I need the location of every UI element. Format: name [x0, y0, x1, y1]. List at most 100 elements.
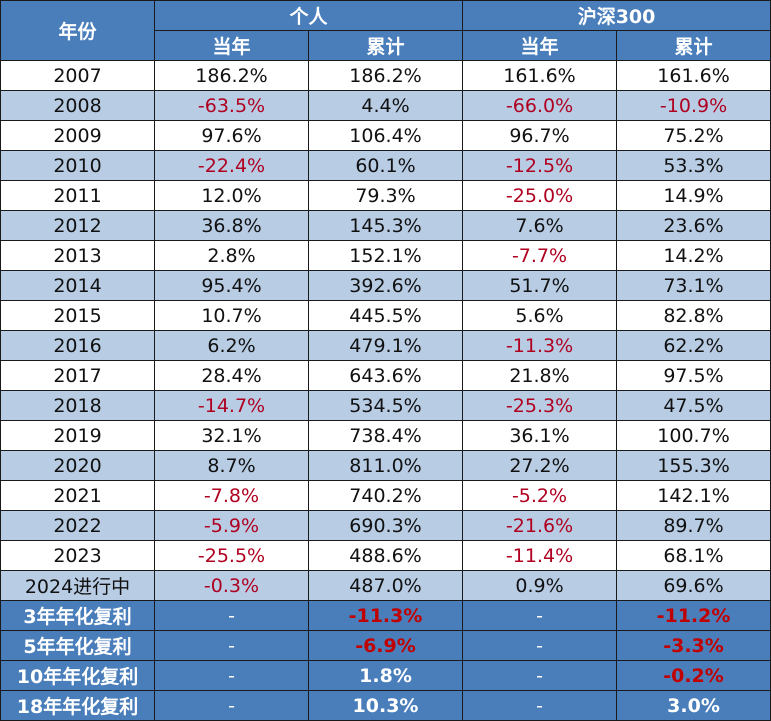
year-cell: 2016 — [0, 330, 155, 361]
personal-current-cell: -63.5% — [154, 90, 309, 121]
index-cumulative-cell: 47.5% — [616, 390, 771, 421]
summary-label-cell: 5年年化复利 — [0, 630, 155, 661]
index-current-cell: 27.2% — [462, 450, 618, 481]
index-cumulative-cell: -10.9% — [616, 90, 771, 121]
year-cell: 2017 — [0, 360, 155, 391]
summary-label-cell: 3年年化复利 — [0, 600, 155, 631]
index-current-cell: -7.7% — [462, 240, 618, 271]
index-cumulative-cell: 23.6% — [616, 210, 771, 241]
personal-cumulative-cell: 534.5% — [307, 390, 464, 421]
table-row: 2021 -7.8% 740.2% -5.2% 142.1% — [0, 480, 771, 511]
index-current-cell: 51.7% — [462, 270, 618, 301]
index-current-cell: -25.0% — [462, 180, 618, 211]
year-cell: 2013 — [0, 240, 155, 271]
index-cumulative-cell: 142.1% — [616, 480, 771, 511]
personal-current-header: 当年 — [154, 30, 309, 61]
summary-label-cell: 18年年化复利 — [0, 690, 155, 721]
table-row: 2023 -25.5% 488.6% -11.4% 68.1% — [0, 540, 771, 571]
personal-cumulative-cell: -6.9% — [307, 630, 464, 661]
table-row: 2008 -63.5% 4.4% -66.0% -10.9% — [0, 90, 771, 121]
index-cumulative-cell: 73.1% — [616, 270, 771, 301]
index-current-cell: -12.5% — [462, 150, 618, 181]
index-current-cell: -25.3% — [462, 390, 618, 421]
index-cumulative-cell: 62.2% — [616, 330, 771, 361]
year-cell: 2021 — [0, 480, 155, 511]
year-cell: 2022 — [0, 510, 155, 541]
index-cumulative-cell: -11.2% — [616, 600, 771, 631]
personal-cumulative-cell: 643.6% — [307, 360, 464, 391]
personal-current-cell: -25.5% — [154, 540, 309, 571]
index-current-cell: - — [462, 630, 618, 661]
index-current-cell: 0.9% — [462, 570, 618, 601]
personal-cumulative-cell: 740.2% — [307, 480, 464, 511]
table-row: 2013 2.8% 152.1% -7.7% 14.2% — [0, 240, 771, 271]
index-current-cell: 21.8% — [462, 360, 618, 391]
personal-cumulative-cell: -11.3% — [307, 600, 464, 631]
personal-current-cell: 8.7% — [154, 450, 309, 481]
year-cell: 2009 — [0, 120, 155, 151]
personal-cumulative-header: 累计 — [307, 30, 464, 61]
year-cell: 2018 — [0, 390, 155, 421]
personal-current-cell: 95.4% — [154, 270, 309, 301]
personal-current-cell: -14.7% — [154, 390, 309, 421]
personal-current-cell: -0.3% — [154, 570, 309, 601]
personal-current-cell: 28.4% — [154, 360, 309, 391]
personal-cumulative-cell: 738.4% — [307, 420, 464, 451]
index-cumulative-cell: 89.7% — [616, 510, 771, 541]
personal-cumulative-cell: 488.6% — [307, 540, 464, 571]
index-cumulative-cell: 155.3% — [616, 450, 771, 481]
index-current-header: 当年 — [462, 30, 618, 61]
index-cumulative-cell: 14.9% — [616, 180, 771, 211]
personal-current-cell: 6.2% — [154, 330, 309, 361]
index-current-cell: 7.6% — [462, 210, 618, 241]
year-cell: 2019 — [0, 420, 155, 451]
index-current-cell: 161.6% — [462, 60, 618, 91]
index-current-cell: - — [462, 600, 618, 631]
summary-label-cell: 10年年化复利 — [0, 660, 155, 691]
header-row-group: 年份 个人 沪深300 — [0, 0, 771, 61]
personal-cumulative-cell: 487.0% — [307, 570, 464, 601]
table-row: 2019 32.1% 738.4% 36.1% 100.7% — [0, 420, 771, 451]
personal-current-cell: 10.7% — [154, 300, 309, 331]
table-row: 2024进行中 -0.3% 487.0% 0.9% 69.6% — [0, 570, 771, 601]
index-cumulative-header: 累计 — [616, 30, 771, 61]
personal-group-header: 个人 — [153, 0, 464, 31]
year-cell: 2008 — [0, 90, 155, 121]
personal-current-cell: -7.8% — [154, 480, 309, 511]
table-row: 2017 28.4% 643.6% 21.8% 97.5% — [0, 360, 771, 391]
index-current-cell: -5.2% — [462, 480, 618, 511]
index-current-cell: 5.6% — [462, 300, 618, 331]
table-row: 2020 8.7% 811.0% 27.2% 155.3% — [0, 450, 771, 481]
personal-current-cell: 2.8% — [154, 240, 309, 271]
personal-current-cell: 12.0% — [154, 180, 309, 211]
index-current-cell: -11.3% — [462, 330, 618, 361]
year-cell: 2020 — [0, 450, 155, 481]
year-cell: 2007 — [0, 60, 155, 91]
summary-row: 5年年化复利 - -6.9% - -3.3% — [0, 630, 771, 661]
personal-current-cell: - — [154, 660, 309, 691]
personal-cumulative-cell: 4.4% — [307, 90, 464, 121]
header-row-sub: 当年 累计 当年 累计 — [1, 30, 771, 61]
index-cumulative-cell: -0.2% — [616, 660, 771, 691]
index-current-cell: - — [462, 660, 618, 691]
index-current-cell: - — [462, 690, 618, 721]
personal-cumulative-cell: 690.3% — [307, 510, 464, 541]
personal-current-cell: 97.6% — [154, 120, 309, 151]
index-cumulative-cell: 75.2% — [616, 120, 771, 151]
index-cumulative-cell: 97.5% — [616, 360, 771, 391]
year-cell: 2015 — [0, 300, 155, 331]
personal-cumulative-cell: 445.5% — [307, 300, 464, 331]
personal-cumulative-cell: 392.6% — [307, 270, 464, 301]
index-current-cell: 36.1% — [462, 420, 618, 451]
personal-current-cell: 186.2% — [154, 60, 309, 91]
index-current-cell: -11.4% — [462, 540, 618, 571]
personal-cumulative-cell: 186.2% — [307, 60, 464, 91]
personal-current-cell: 32.1% — [154, 420, 309, 451]
personal-cumulative-cell: 79.3% — [307, 180, 464, 211]
table-row: 2007 186.2% 186.2% 161.6% 161.6% — [0, 60, 771, 91]
year-cell: 2024进行中 — [0, 570, 155, 601]
index-cumulative-cell: 14.2% — [616, 240, 771, 271]
table-row: 2012 36.8% 145.3% 7.6% 23.6% — [0, 210, 771, 241]
personal-cumulative-cell: 10.3% — [307, 690, 464, 721]
